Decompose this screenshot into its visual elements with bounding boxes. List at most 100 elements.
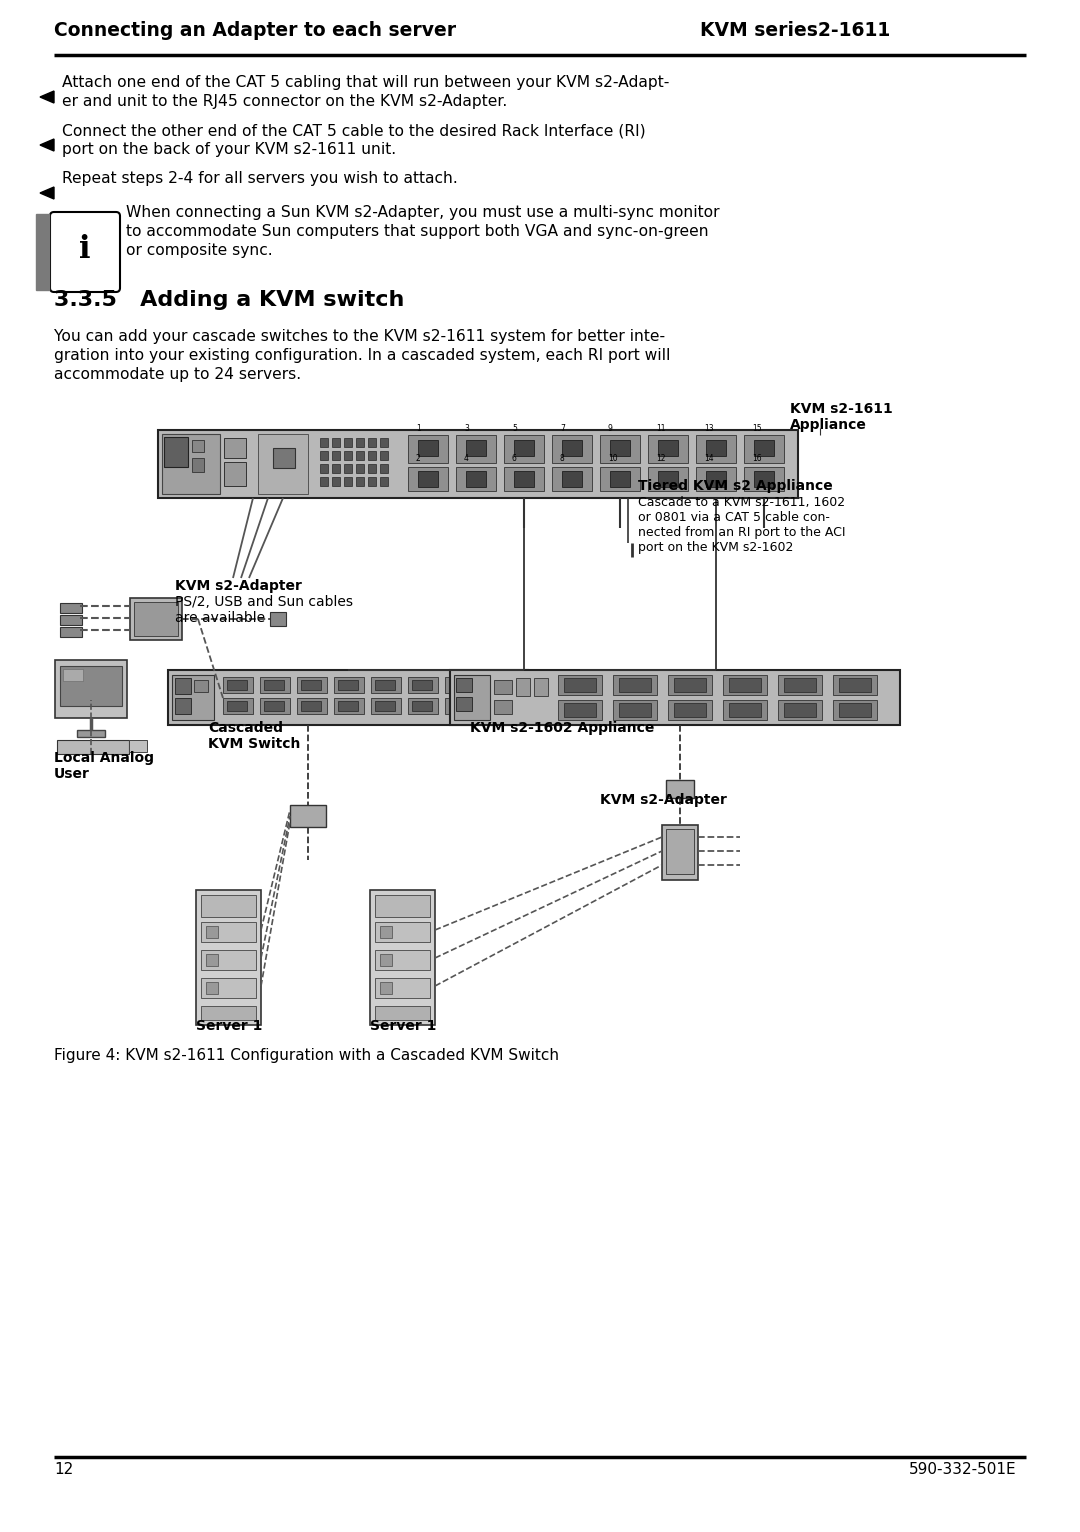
Text: 3.3.5   Adding a KVM switch: 3.3.5 Adding a KVM switch bbox=[54, 290, 404, 309]
Bar bbox=[370, 890, 435, 1025]
Bar bbox=[264, 702, 284, 711]
Bar bbox=[368, 438, 376, 447]
Bar bbox=[320, 450, 328, 460]
Bar bbox=[60, 604, 82, 613]
Bar bbox=[494, 680, 512, 694]
Bar bbox=[134, 602, 178, 636]
Bar bbox=[674, 703, 706, 717]
Bar bbox=[270, 611, 286, 627]
Bar bbox=[224, 463, 246, 486]
Text: KVM s2-Adapter: KVM s2-Adapter bbox=[600, 794, 727, 807]
Text: 3: 3 bbox=[464, 424, 469, 434]
Polygon shape bbox=[40, 139, 54, 152]
Bar bbox=[201, 922, 256, 942]
Bar bbox=[345, 450, 352, 460]
Bar bbox=[450, 669, 900, 725]
Bar bbox=[320, 464, 328, 473]
Bar bbox=[613, 676, 657, 696]
Text: 16: 16 bbox=[752, 453, 761, 463]
Bar bbox=[564, 703, 596, 717]
Bar bbox=[332, 464, 340, 473]
Bar bbox=[619, 679, 651, 692]
Bar bbox=[486, 702, 507, 711]
Polygon shape bbox=[40, 187, 54, 199]
Text: 12: 12 bbox=[656, 453, 665, 463]
Bar bbox=[666, 829, 694, 873]
Bar bbox=[368, 464, 376, 473]
Polygon shape bbox=[40, 90, 54, 103]
Bar bbox=[192, 440, 204, 452]
Text: 9: 9 bbox=[608, 424, 612, 434]
Bar bbox=[172, 676, 214, 720]
Bar bbox=[192, 458, 204, 472]
Bar bbox=[558, 700, 602, 720]
Text: Local Analog: Local Analog bbox=[54, 751, 154, 764]
Bar bbox=[368, 450, 376, 460]
Bar bbox=[175, 699, 191, 714]
Text: 11: 11 bbox=[656, 424, 665, 434]
Bar bbox=[291, 804, 326, 827]
Bar bbox=[408, 699, 438, 714]
Bar bbox=[345, 464, 352, 473]
Bar bbox=[368, 476, 376, 486]
Bar bbox=[648, 435, 688, 463]
Bar bbox=[706, 470, 726, 487]
Bar bbox=[486, 680, 507, 689]
Text: nected from an RI port to the ACI: nected from an RI port to the ACI bbox=[638, 525, 846, 539]
Bar bbox=[375, 950, 430, 970]
Text: You can add your cascade switches to the KVM s2-1611 system for better inte-: You can add your cascade switches to the… bbox=[54, 329, 665, 345]
Text: PS/2, USB and Sun cables: PS/2, USB and Sun cables bbox=[175, 594, 353, 610]
Text: KVM s2-1602 Appliance: KVM s2-1602 Appliance bbox=[470, 722, 654, 735]
Bar bbox=[674, 679, 706, 692]
Text: to accommodate Sun computers that support both VGA and sync-on-green: to accommodate Sun computers that suppor… bbox=[126, 224, 708, 239]
Bar bbox=[534, 679, 548, 696]
Bar bbox=[201, 950, 256, 970]
Text: Repeat steps 2-4 for all servers you wish to attach.: Repeat steps 2-4 for all servers you wis… bbox=[62, 172, 458, 185]
Bar bbox=[380, 982, 392, 994]
Bar bbox=[754, 470, 774, 487]
Bar bbox=[669, 676, 712, 696]
Bar bbox=[658, 440, 678, 457]
Bar bbox=[833, 700, 877, 720]
Text: accommodate up to 24 servers.: accommodate up to 24 servers. bbox=[54, 368, 301, 381]
Text: i: i bbox=[79, 234, 91, 265]
Bar bbox=[696, 435, 735, 463]
Bar bbox=[723, 700, 767, 720]
Bar bbox=[778, 700, 822, 720]
Text: 4: 4 bbox=[464, 453, 469, 463]
Bar bbox=[63, 669, 83, 682]
Bar bbox=[669, 700, 712, 720]
Text: 10: 10 bbox=[608, 453, 618, 463]
Bar bbox=[222, 699, 253, 714]
Text: Connecting an Adapter to each server: Connecting an Adapter to each server bbox=[54, 21, 456, 40]
Bar bbox=[168, 669, 528, 725]
Bar bbox=[456, 679, 472, 692]
Bar bbox=[297, 699, 327, 714]
Text: Tiered KVM s2 Appliance: Tiered KVM s2 Appliance bbox=[638, 480, 833, 493]
Bar bbox=[504, 467, 544, 490]
Bar bbox=[662, 826, 698, 879]
Bar bbox=[380, 464, 388, 473]
Bar bbox=[201, 1007, 256, 1020]
Bar bbox=[729, 703, 761, 717]
Bar bbox=[338, 702, 357, 711]
Bar bbox=[301, 702, 321, 711]
Bar bbox=[456, 467, 496, 490]
Bar bbox=[408, 467, 448, 490]
Bar bbox=[129, 740, 147, 752]
Bar bbox=[729, 679, 761, 692]
Bar bbox=[334, 699, 364, 714]
Bar bbox=[55, 660, 127, 719]
Bar bbox=[36, 214, 49, 290]
Bar bbox=[375, 680, 395, 689]
Bar bbox=[227, 702, 247, 711]
Text: er and unit to the RJ45 connector on the KVM s2-Adapter.: er and unit to the RJ45 connector on the… bbox=[62, 93, 508, 109]
Bar bbox=[514, 440, 534, 457]
Bar bbox=[130, 597, 183, 640]
Bar bbox=[465, 440, 486, 457]
Bar bbox=[514, 470, 534, 487]
Bar bbox=[706, 440, 726, 457]
Bar bbox=[227, 680, 247, 689]
Bar bbox=[224, 438, 246, 458]
Bar bbox=[345, 476, 352, 486]
